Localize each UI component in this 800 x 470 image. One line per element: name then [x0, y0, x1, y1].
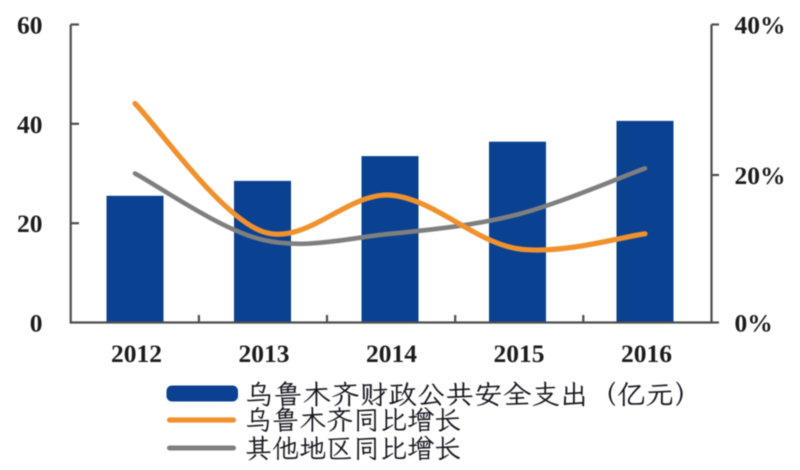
svg-text:20: 20	[17, 209, 43, 238]
svg-text:0: 0	[30, 309, 43, 338]
svg-text:2015: 2015	[494, 339, 545, 368]
svg-text:40%: 40%	[735, 11, 786, 40]
svg-text:2014: 2014	[366, 339, 417, 368]
svg-text:2016: 2016	[621, 339, 672, 368]
svg-text:40: 40	[17, 110, 43, 139]
svg-text:2013: 2013	[239, 339, 290, 368]
svg-text:2012: 2012	[111, 339, 162, 368]
svg-text:0%: 0%	[735, 309, 773, 338]
svg-text:20%: 20%	[735, 161, 786, 190]
svg-text:60: 60	[17, 11, 43, 40]
